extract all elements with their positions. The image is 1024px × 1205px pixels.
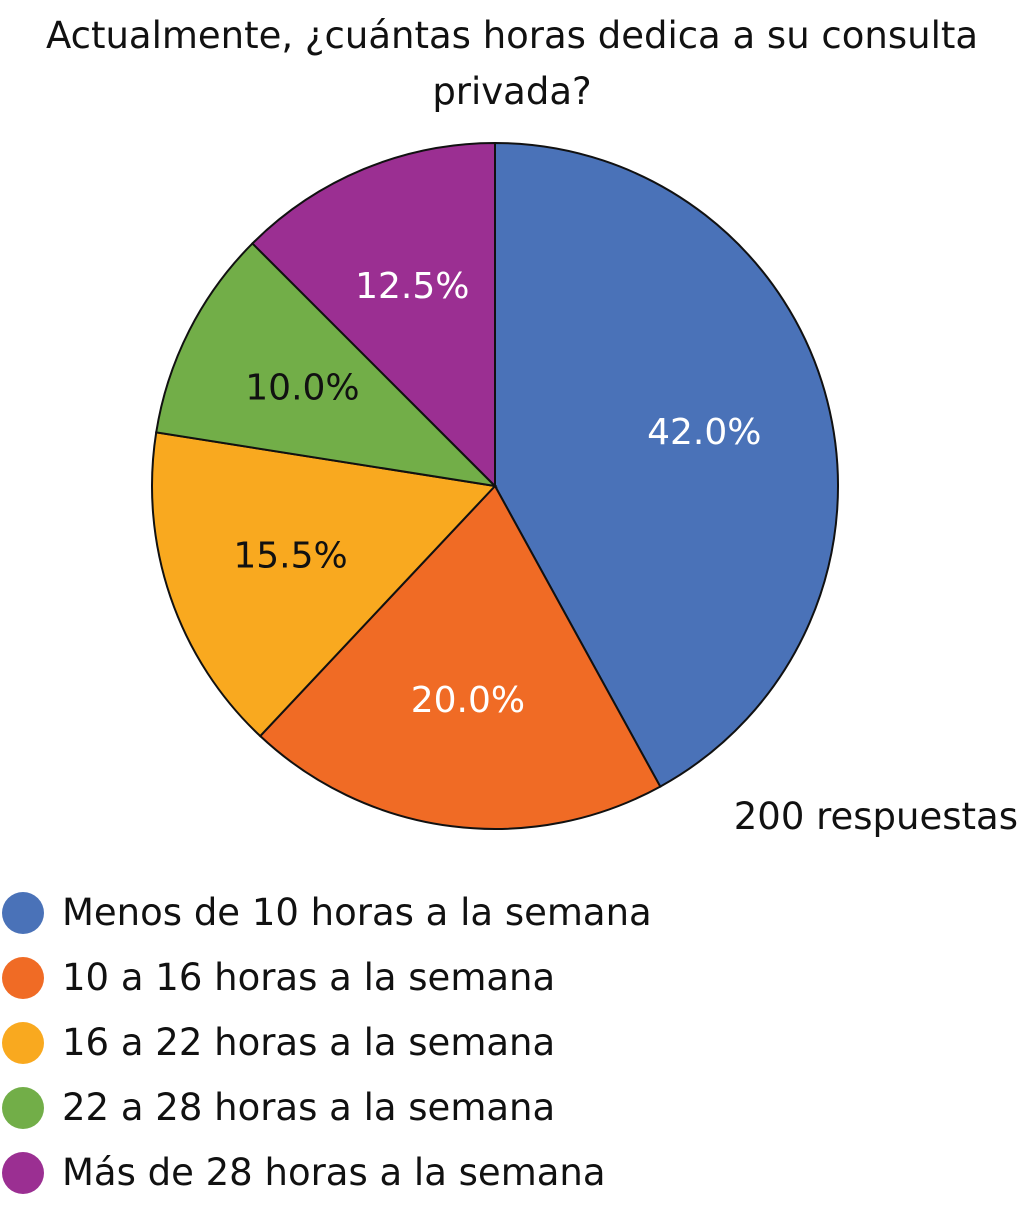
pie-slice bbox=[494, 141, 839, 788]
chart-title: Actualmente, ¿cuántas horas dedica a su … bbox=[0, 8, 1024, 120]
legend-item: 16 a 22 horas a la semana bbox=[2, 1010, 652, 1075]
legend-swatch bbox=[2, 891, 44, 934]
legend-item: 10 a 16 horas a la semana bbox=[2, 945, 652, 1010]
legend-label: Más de 28 horas a la semana bbox=[62, 1151, 606, 1194]
pie-slice bbox=[251, 141, 496, 489]
slice-value-label: 20.0% bbox=[411, 680, 525, 721]
legend-label: 10 a 16 horas a la semana bbox=[62, 956, 556, 999]
legend: Menos de 10 horas a la semana 10 a 16 ho… bbox=[2, 880, 652, 1205]
chart-title-line-2: privada? bbox=[432, 70, 592, 113]
pie-slice bbox=[258, 484, 662, 830]
chart-title-line-1: Actualmente, ¿cuántas horas dedica a su … bbox=[45, 14, 979, 57]
legend-item: Menos de 10 horas a la semana bbox=[2, 880, 652, 945]
legend-swatch bbox=[2, 1151, 44, 1194]
legend-item: 22 a 28 horas a la semana bbox=[2, 1075, 652, 1140]
legend-label: Menos de 10 horas a la semana bbox=[62, 891, 652, 934]
slice-value-label: 10.0% bbox=[245, 367, 359, 408]
slice-value-label: 15.5% bbox=[233, 535, 347, 576]
pie-slice bbox=[155, 242, 498, 488]
slice-value-label: 12.5% bbox=[355, 266, 469, 307]
pie-slice bbox=[151, 431, 498, 738]
legend-label: 16 a 22 horas a la semana bbox=[62, 1021, 556, 1064]
legend-swatch bbox=[2, 1021, 44, 1064]
legend-swatch bbox=[2, 956, 44, 999]
legend-label: 22 a 28 horas a la semana bbox=[62, 1086, 556, 1129]
legend-swatch bbox=[2, 1086, 44, 1129]
slice-value-label: 42.0% bbox=[647, 412, 761, 453]
responses-count: 200 respuestas bbox=[733, 795, 1018, 838]
legend-item: Más de 28 horas a la semana bbox=[2, 1140, 652, 1205]
